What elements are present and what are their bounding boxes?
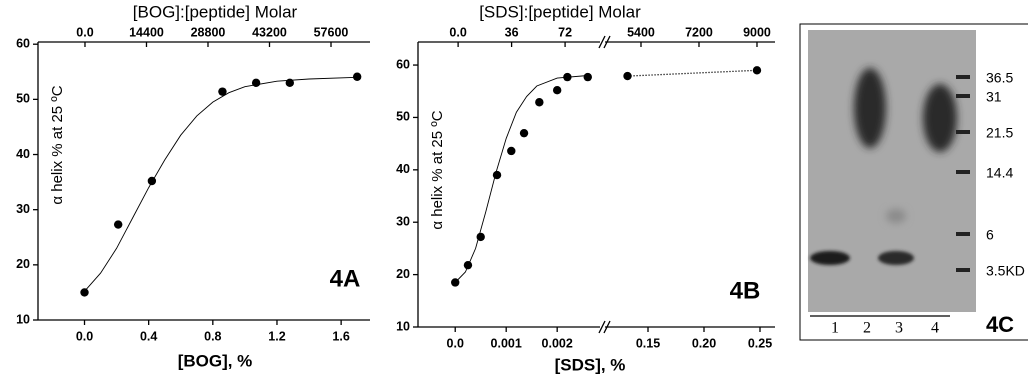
lane-label: 2 [863, 320, 871, 337]
data-point [252, 79, 260, 87]
data-point [553, 86, 561, 94]
x-tick-label: 0.20 [692, 336, 716, 350]
marker-label: 6 [986, 227, 994, 243]
x2-tick-label: 7200 [685, 25, 713, 39]
x2-tick-label: 72 [558, 25, 572, 39]
marker-label: 21.5 [986, 125, 1013, 141]
band [923, 84, 957, 152]
fit-curve [85, 77, 358, 291]
x2-tick-label: 9000 [743, 25, 771, 39]
data-point [493, 171, 501, 179]
marker-label: 31 [986, 89, 1002, 105]
y-tick-label: 40 [16, 147, 30, 161]
panel-label: 4C [986, 312, 1014, 337]
x2-tick-label: 28800 [191, 25, 226, 39]
y-tick-label: 50 [396, 110, 410, 124]
y-tick-label: 30 [396, 215, 410, 229]
y-tick-label: 10 [16, 312, 30, 326]
x2-tick-label: 0.0 [76, 25, 93, 39]
dotted-line [628, 70, 758, 76]
data-point [507, 147, 515, 155]
x2-tick-label: 14400 [129, 25, 164, 39]
panel-label: 4A [330, 265, 361, 292]
x2-axis-title: [SDS]:[peptide] Molar [479, 2, 641, 21]
marker-band [956, 232, 970, 236]
data-point [148, 177, 156, 185]
x2-tick-label: 5400 [627, 25, 655, 39]
x-tick-label: 0.25 [748, 336, 772, 350]
y-axis-title: α helix % at 25 ºC [429, 110, 446, 229]
x-axis-title: [BOG], % [178, 351, 253, 370]
data-point [114, 220, 122, 228]
y-tick-label: 40 [396, 162, 410, 176]
marker-label: 3.5KD [986, 263, 1025, 279]
x-tick-label: 1.6 [332, 329, 349, 343]
marker-band [956, 268, 970, 272]
x2-tick-label: 43200 [252, 25, 287, 39]
data-point [535, 98, 543, 106]
y-axis-title: α helix % at 25 ºC [49, 85, 66, 204]
band [886, 209, 906, 223]
y-tick-label: 10 [396, 319, 410, 333]
y-tick-label: 60 [396, 57, 410, 71]
marker-band [956, 130, 970, 134]
y-tick-label: 20 [16, 257, 30, 271]
panel-label: 4B [730, 277, 761, 304]
x-tick-label: 0.0 [447, 336, 464, 350]
x-axis-title: [SDS], % [555, 355, 626, 374]
marker-label: 36.5 [986, 70, 1013, 86]
data-point [80, 288, 88, 296]
gel-image [808, 30, 976, 312]
x2-tick-label: 57600 [314, 25, 349, 39]
lane-label: 3 [895, 320, 903, 337]
fit-curve [455, 76, 588, 283]
gel-panel: 36.5 31 21.5 14.4 6 3.5KD 1 2 3 4 4C [800, 24, 1028, 340]
x-tick-label: 1.2 [268, 329, 285, 343]
x-tick-label: 0.8 [204, 329, 221, 343]
y-tick-label: 30 [16, 202, 30, 216]
band [878, 251, 914, 265]
figure: 0.00.40.81.21.60.01440028800432005760010… [0, 0, 1028, 376]
marker-label: 14.4 [986, 165, 1013, 181]
band [810, 251, 850, 265]
data-point [584, 73, 592, 81]
x2-axis-title: [BOG]:[peptide] Molar [133, 2, 298, 21]
y-tick-label: 20 [396, 267, 410, 281]
marker-band [956, 75, 970, 79]
plots: 0.0 0.4 0.8 1.2 1.6 0.0 14400 28800 43200 57600 10… [16, 2, 775, 374]
x-tick-label: 0.4 [140, 329, 157, 343]
marker-band [956, 170, 970, 174]
marker-band [956, 94, 970, 98]
y-tick-label: 60 [16, 37, 30, 51]
data-point [520, 129, 528, 137]
x-tick-label: 0.0 [76, 329, 93, 343]
x-tick-label: 0.002 [542, 336, 573, 350]
band [854, 68, 886, 148]
data-point [353, 73, 361, 81]
y-tick-label: 50 [16, 92, 30, 106]
x-tick-label: 0.001 [491, 336, 522, 350]
x-tick-label: 0.15 [636, 336, 660, 350]
x2-tick-label: 0.0 [449, 25, 466, 39]
lane-label: 1 [831, 320, 839, 337]
x2-tick-label: 36 [505, 25, 519, 39]
lane-label: 4 [931, 320, 939, 337]
